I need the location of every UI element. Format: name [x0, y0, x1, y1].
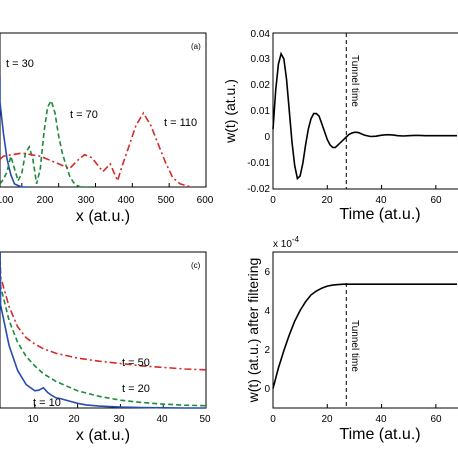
- panel-a-curve-label-1: t = 30: [6, 58, 34, 70]
- panel-d-xlabel: Time (at.u.): [339, 426, 420, 443]
- panel-d-xtick-label: 60: [430, 414, 442, 425]
- panel-a-xtick-label: 300: [78, 195, 95, 206]
- panel-c-xtick-label: 50: [199, 414, 211, 425]
- panel-c-curve-label-3: t = 10: [33, 397, 61, 409]
- panel-a-curve-label-3: t = 110: [164, 117, 197, 129]
- series-line: [0, 251, 207, 407]
- panel-d-multiplier: x 10-4: [273, 235, 300, 250]
- panel-d-ytick-label: 0: [264, 384, 270, 395]
- panel-c-tag: (c): [191, 261, 201, 270]
- panel-c-curve-label-2: t = 20: [122, 383, 150, 395]
- panel-b-ytick-label: -0.01: [247, 158, 270, 169]
- panel-c-xtick-label: 10: [27, 414, 39, 425]
- panel-b-ytick-label: 0: [264, 132, 270, 143]
- series-line: [0, 251, 206, 409]
- panel-d-ytick-label: 4: [264, 306, 270, 317]
- panel-d-xticks: 0 20 40 60: [270, 414, 442, 425]
- panel-d-ytick-label: 6: [264, 267, 270, 278]
- panel-d-tunnel-time-label: Tunnel time: [349, 320, 360, 372]
- panel-b-frame: [272, 32, 458, 190]
- panel-c-xtick-label: 40: [156, 414, 168, 425]
- panel-a-curve-label-2: t = 70: [70, 109, 98, 121]
- panel-a-xlabel: x (at.u.): [76, 208, 130, 225]
- series-line: [0, 98, 89, 188]
- panel-b-xticks: 0 20 40 60: [270, 195, 442, 206]
- panel-d-xtick-label: 0: [270, 414, 276, 425]
- panel-a-tag: (a): [191, 42, 201, 51]
- series-line: [272, 51, 457, 181]
- panel-d-xtick-label: 40: [375, 414, 387, 425]
- panel-b-tunnel-time-label: Tunnel time: [349, 55, 360, 107]
- panel-d-xtick-label: 20: [321, 414, 333, 425]
- panel-b-xtick-label: 60: [430, 195, 442, 206]
- panel-a-plot-area: [0, 76, 207, 188]
- series-line: [0, 251, 207, 371]
- panel-c: (c) t = 50 t = 20 t = 10 10 20 30 40 50 …: [0, 251, 211, 444]
- panel-b-xtick-label: 40: [375, 195, 387, 206]
- panel-d-multiplier-exp: -4: [292, 235, 300, 244]
- panel-c-xtick-label: 30: [113, 414, 125, 425]
- panel-b-ytick-label: -0.02: [247, 184, 270, 195]
- panel-c-xlabel: x (at.u.): [76, 427, 130, 444]
- series-line: [0, 111, 192, 188]
- panel-a-frame: [0, 32, 207, 188]
- panel-b-plot-area: [272, 51, 457, 189]
- panel-c-plot-area: [0, 251, 207, 409]
- panel-c-curve-label-1: t = 50: [122, 357, 150, 369]
- panel-b-xtick-label: 20: [321, 195, 333, 206]
- panel-a-xtick-label: 400: [118, 195, 135, 206]
- panel-b-ylabel: w(t) (at.u.): [222, 79, 238, 144]
- panel-a-xtick-label: 600: [197, 195, 214, 206]
- panel-d-yticks: 0 2 4 6: [264, 267, 270, 395]
- panel-b-ytick-label: 0.03: [251, 54, 271, 65]
- panel-d-frame: [272, 251, 458, 409]
- panel-b: Tunnel time -0.02 -0.01 0 0.01 0.02 0.03…: [222, 29, 458, 223]
- panel-b-ytick-label: 0.04: [251, 29, 271, 40]
- panel-d-ylabel: w(t) (at.u.) after filtering: [245, 258, 261, 404]
- panel-b-xlabel: Time (at.u.): [339, 206, 420, 223]
- panel-a: (a) t = 30 t = 70 t = 110 100 200 300 40…: [0, 32, 214, 225]
- panel-d-plot-area: [272, 283, 457, 408]
- panel-d-multiplier-base: x 10: [273, 239, 292, 250]
- panel-b-xtick-label: 0: [270, 195, 276, 206]
- panel-a-xtick-label: 100: [0, 195, 14, 206]
- panel-a-xtick-label: 200: [37, 195, 54, 206]
- panel-b-ytick-label: 0.01: [251, 106, 271, 117]
- panel-c-xticks: 10 20 30 40 50: [27, 414, 211, 425]
- panel-a-xtick-label: 500: [158, 195, 175, 206]
- panel-c-frame: [0, 251, 207, 409]
- panel-b-yticks: -0.02 -0.01 0 0.01 0.02 0.03 0.04: [247, 29, 270, 195]
- panel-b-ytick-label: 0.02: [251, 80, 271, 91]
- panel-d-ytick-label: 2: [264, 345, 270, 356]
- panel-c-xtick-label: 20: [68, 414, 80, 425]
- series-line: [0, 76, 30, 188]
- series-line: [272, 283, 457, 389]
- panel-a-xticks: 100 200 300 400 500 600: [0, 195, 214, 206]
- panel-d: Tunnel time x 10-4 0 2 4 6 0 20 40 60 Ti…: [245, 235, 458, 443]
